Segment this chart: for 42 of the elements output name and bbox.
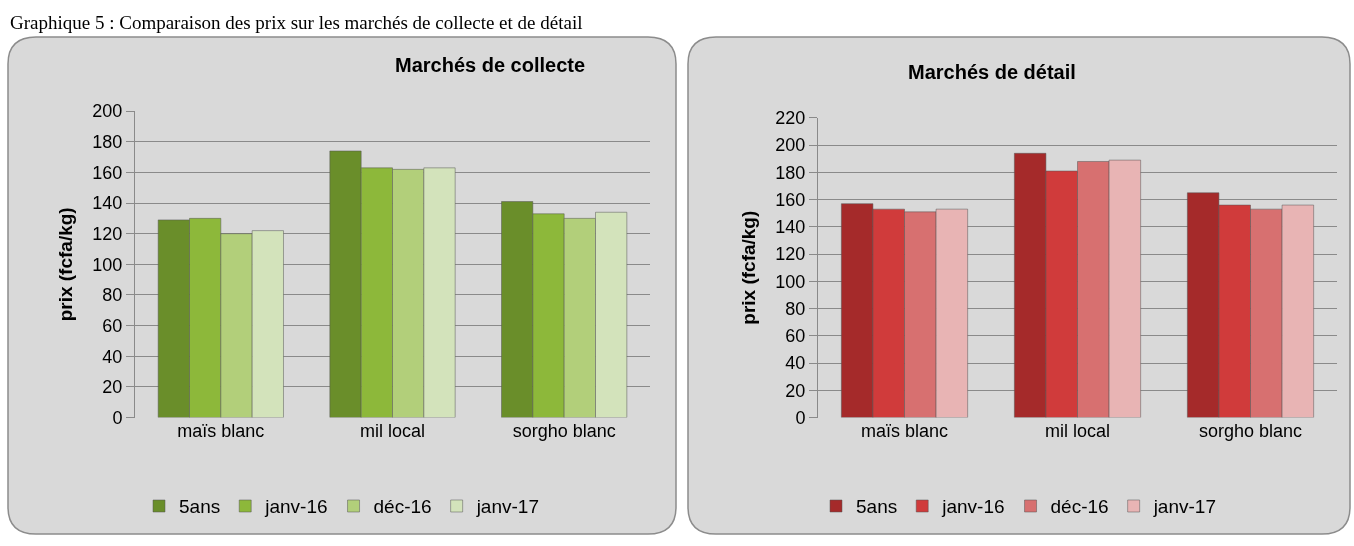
x-tick-label: maïs blanc: [177, 420, 265, 441]
legend-label: 5ans: [856, 496, 898, 518]
y-tick-label: 100: [92, 254, 123, 275]
y-tick-label: 100: [775, 271, 806, 292]
x-tick-label: mil local: [359, 420, 426, 441]
y-tick-label: 180: [775, 162, 806, 183]
y-tick-label: 180: [92, 132, 123, 153]
y-tick-label: 140: [92, 193, 123, 214]
y-tick-label: 220: [775, 108, 806, 129]
y-tick-label: 20: [102, 377, 123, 398]
legend-label: janv-16: [264, 496, 328, 518]
y-tick-label: 80: [102, 285, 123, 306]
chart-title: Marchés de détail: [908, 61, 1076, 83]
y-tick-label: 160: [775, 189, 806, 210]
y-tick-label: 140: [775, 217, 806, 238]
legend-label: déc-16: [373, 496, 432, 518]
y-tick-label: 40: [102, 346, 123, 367]
legend-label: janv-16: [941, 496, 1005, 518]
x-tick-label: sorgho blanc: [1198, 420, 1303, 441]
y-tick-label: 80: [785, 298, 806, 319]
y-tick-label: 40: [785, 353, 806, 374]
legend-label: déc-16: [1050, 496, 1109, 518]
text: Graphique 5 : Comparaison des prix sur les marchés de collecte et de détail: [10, 12, 583, 33]
legend-label: janv-17: [475, 496, 539, 518]
y-axis-title: prix (fcfa/kg): [55, 207, 77, 322]
y-tick-label: 0: [795, 407, 806, 428]
y-tick-label: 0: [112, 407, 123, 428]
chart-title: Marchés de collecte: [395, 54, 586, 76]
x-tick-label: maïs blanc: [860, 420, 949, 441]
y-tick-label: 120: [775, 244, 806, 265]
y-tick-label: 60: [785, 326, 806, 347]
y-tick-label: 160: [92, 162, 123, 183]
y-tick-label: 20: [785, 380, 806, 401]
y-tick-label: 120: [92, 223, 123, 244]
x-tick-label: mil local: [1044, 420, 1111, 441]
x-tick-label: sorgho blanc: [512, 420, 616, 441]
legend-label: 5ans: [179, 496, 221, 518]
y-tick-label: 60: [102, 315, 123, 336]
legend-label: janv-17: [1152, 496, 1216, 518]
y-tick-label: 200: [92, 101, 123, 122]
y-tick-label: 200: [775, 135, 806, 156]
y-axis-title: prix (fcfa/kg): [738, 210, 760, 325]
